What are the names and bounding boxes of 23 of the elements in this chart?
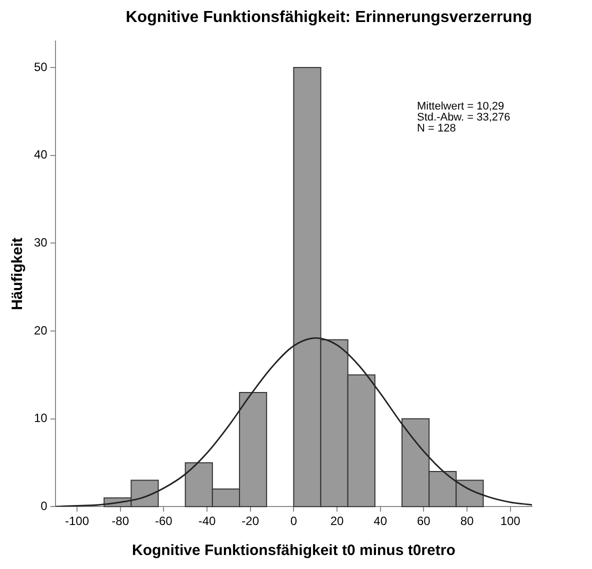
chart-title: Kognitive Funktionsfähigkeit: Erinnerungsverzerrung: [126, 9, 532, 26]
x-tick-label: -60: [155, 514, 173, 528]
x-tick-label: 20: [330, 514, 344, 528]
x-axis-title: Kognitive Funktionsfähigkeit t0 minus t0retro: [132, 542, 456, 560]
x-tick-label: 80: [460, 514, 474, 528]
y-tick-label: 20: [34, 323, 48, 338]
x-tick-label: 100: [500, 514, 521, 528]
annotation: N = 128: [417, 122, 456, 135]
y-tick-label: 40: [34, 148, 48, 162]
x-tick-label: 0: [290, 514, 298, 528]
y-tick-label: 50: [34, 60, 48, 74]
x-tick-label: -20: [242, 514, 260, 528]
x-tick-label: 60: [416, 514, 431, 528]
x-tick-label: 40: [374, 514, 388, 528]
x-tick-label: -40: [198, 514, 216, 528]
annotation: Std.-Abw. = 33,276: [417, 112, 510, 124]
y-tick-label: 30: [34, 235, 48, 250]
annotation: Mittelwert = 10,29: [417, 100, 504, 113]
y-tick-label: 10: [34, 411, 48, 426]
y-tick-label: 0: [40, 498, 48, 513]
x-tick-label: -100: [65, 514, 90, 528]
y-axis-title: Häufigkeit: [9, 238, 26, 310]
x-tick-label: -80: [112, 514, 130, 528]
